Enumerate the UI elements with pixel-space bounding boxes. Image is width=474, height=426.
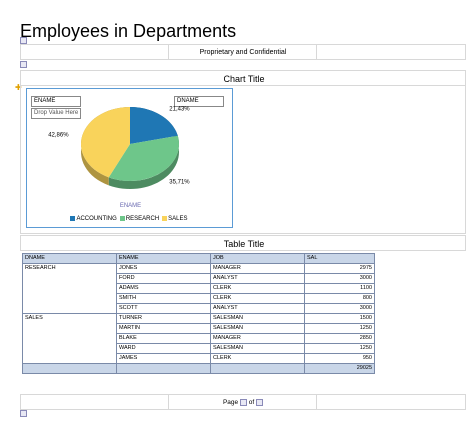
pie-slice-side <box>108 135 179 189</box>
job-cell: SALESMAN <box>210 323 305 334</box>
job-cell: MANAGER <box>210 263 305 274</box>
ename-cell: TURNER <box>116 313 211 324</box>
ename-cell: BLAKE <box>116 333 211 344</box>
employees-table: DNAME ENAME JOB SAL RESEARCH JONES MANAGER 2975… <box>22 253 375 374</box>
legend-item: RESEARCH <box>119 216 160 223</box>
table-row: FORD ANALYST 3000 <box>23 273 375 284</box>
header-text: Proprietary and Confidential <box>199 49 287 56</box>
pie-chart: 21,43% 35,71% 42,86% <box>48 106 190 189</box>
chart-title[interactable]: Chart Title <box>223 74 265 84</box>
page-label: Page <box>222 399 239 406</box>
sal-cell: 1250 <box>304 323 375 334</box>
job-cell: CLERK <box>210 293 305 304</box>
sal-cell: 1250 <box>304 343 375 354</box>
sal-cell: 3000 <box>304 303 375 314</box>
table-row: RESEARCH JONES MANAGER 2975 <box>22 263 375 314</box>
total-row: 29025 <box>22 363 375 374</box>
chart-title-band: Chart Title <box>20 70 466 86</box>
pie-value-label: 42,86% <box>48 133 69 139</box>
ename-cell: WARD <box>116 343 211 354</box>
pie-slice[interactable] <box>130 107 178 144</box>
ename-cell: SMITH <box>116 293 211 304</box>
legend-label: SALES <box>168 216 188 223</box>
category-field-box[interactable]: ENAME <box>31 96 81 107</box>
page-counter: Page of <box>169 395 317 410</box>
total-empty-cell <box>22 363 117 374</box>
total-pages-icon[interactable] <box>256 398 264 406</box>
legend-swatch <box>162 216 168 221</box>
legend-label: ACCOUNTING <box>76 216 117 223</box>
sal-cell: 800 <box>304 293 375 304</box>
ename-cell: MARTIN <box>116 323 211 334</box>
column-header[interactable]: SAL <box>304 253 375 264</box>
sal-cell: 2975 <box>304 263 375 274</box>
job-cell: CLERK <box>210 283 305 294</box>
chart-row <box>20 86 466 234</box>
page-footer-band: Page of <box>20 394 466 410</box>
job-cell: CLERK <box>210 353 305 364</box>
element-handle-icon[interactable] <box>20 61 27 68</box>
pie-value-label: 35,71% <box>169 180 190 186</box>
page-number-icon[interactable] <box>239 398 247 406</box>
dname-cell: RESEARCH <box>22 263 117 314</box>
ename-cell: JONES <box>116 263 211 274</box>
table-row: WARD SALESMAN 1250 <box>23 343 375 354</box>
sal-cell: 2850 <box>304 333 375 344</box>
ename-cell: JAMES <box>116 353 211 364</box>
job-cell: SALESMAN <box>210 313 305 324</box>
legend-swatch <box>119 216 125 221</box>
sal-cell: 950 <box>304 353 375 364</box>
series-field-box[interactable]: DNAME <box>174 96 224 107</box>
job-cell: ANALYST <box>210 303 305 314</box>
job-cell: ANALYST <box>210 273 305 284</box>
total-empty-cell <box>210 363 305 374</box>
table-title-band: Table Title <box>20 235 466 251</box>
legend-swatch <box>70 216 76 221</box>
dname-cell: SALES <box>22 313 117 364</box>
ename-cell: FORD <box>116 273 211 284</box>
element-handle-icon[interactable] <box>20 37 27 44</box>
page-header-band: Proprietary and Confidential <box>20 44 466 60</box>
ename-cell: ADAMS <box>116 283 211 294</box>
table-row: SALES TURNER SALESMAN 1500 <box>22 313 375 364</box>
table-title[interactable]: Table Title <box>223 239 265 249</box>
sal-cell: 1500 <box>304 313 375 324</box>
sal-cell: 3000 <box>304 273 375 284</box>
column-header[interactable]: ENAME <box>116 253 211 264</box>
total-sal-cell: 29025 <box>304 363 375 374</box>
sal-cell: 1100 <box>304 283 375 294</box>
job-cell: SALESMAN <box>210 343 305 354</box>
drop-value-box[interactable]: Drop Value Here <box>31 108 81 119</box>
chart-legend: ACCOUNTING RESEARCH SALES <box>27 216 234 222</box>
legend-label: RESEARCH <box>125 216 160 223</box>
axis-label: ENAME <box>119 203 142 209</box>
legend-item: SALES <box>162 216 188 223</box>
report-title: Employees in Departments <box>20 21 237 41</box>
pie-slice[interactable] <box>108 135 179 181</box>
legend-item: ACCOUNTING <box>70 216 117 223</box>
pie-value-label: 21,43% <box>169 106 190 112</box>
pie-slice[interactable] <box>80 107 130 178</box>
column-header[interactable]: DNAME <box>22 253 117 264</box>
chart-container[interactable]: ENAME Drop Value Here DNAME 21,43% 35,71%… <box>26 88 233 228</box>
column-header[interactable]: JOB <box>210 253 305 264</box>
total-empty-cell <box>116 363 211 374</box>
element-handle-icon[interactable] <box>20 410 27 417</box>
table-header-row: DNAME ENAME JOB SAL <box>22 253 375 264</box>
add-icon[interactable]: ✚ <box>15 83 22 92</box>
job-cell: MANAGER <box>210 333 305 344</box>
of-label: of <box>248 399 255 406</box>
ename-cell: SCOTT <box>116 303 211 314</box>
